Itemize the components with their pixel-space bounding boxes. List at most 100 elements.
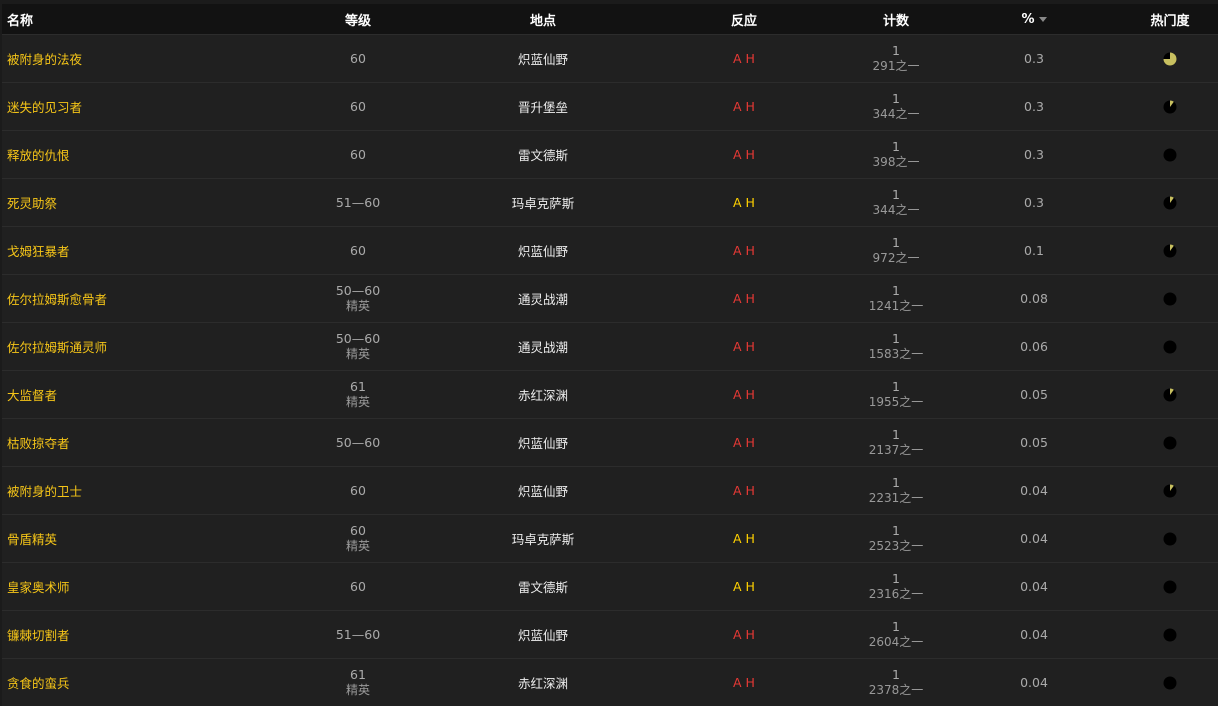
npc-name-link[interactable]: 骨盾精英 <box>2 515 272 563</box>
count: 1 <box>846 331 946 347</box>
reaction: A H <box>642 227 846 275</box>
header-pct[interactable]: % <box>946 4 1122 35</box>
npc-name-link[interactable]: 大监督者 <box>2 371 272 419</box>
header-popularity[interactable]: 热门度 <box>1122 4 1218 35</box>
count-of: 1583之一 <box>846 347 946 362</box>
npc-name-link[interactable]: 被附身的卫士 <box>2 467 272 515</box>
reaction: A H <box>642 467 846 515</box>
header-name[interactable]: 名称 <box>2 4 272 35</box>
percent: 0.04 <box>946 659 1122 706</box>
reaction: A H <box>642 515 846 563</box>
level-cell: 60 <box>272 563 444 611</box>
popularity-pie-icon <box>1163 388 1177 402</box>
header-pct-label: % <box>1021 12 1034 27</box>
location-link[interactable]: 炽蓝仙野 <box>444 419 642 467</box>
location-link[interactable]: 晋升堡垒 <box>444 83 642 131</box>
npc-table-container: 名称 等级 地点 反应 计数 % 热门度 被附身的法夜 60 炽蓝仙野 A H … <box>2 4 1218 706</box>
popularity-pie-icon <box>1163 244 1177 258</box>
location-link[interactable]: 玛卓克萨斯 <box>444 515 642 563</box>
location-link[interactable]: 炽蓝仙野 <box>444 227 642 275</box>
npc-name-link[interactable]: 贪食的蛮兵 <box>2 659 272 706</box>
level-cell: 60 <box>272 35 444 83</box>
percent: 0.3 <box>946 83 1122 131</box>
header-location[interactable]: 地点 <box>444 4 642 35</box>
popularity-pie-icon <box>1163 676 1177 690</box>
reaction: A H <box>642 35 846 83</box>
level-cell: 51—60 <box>272 179 444 227</box>
count: 1 <box>846 475 946 491</box>
npc-name-link[interactable]: 迷失的见习者 <box>2 83 272 131</box>
percent: 0.05 <box>946 419 1122 467</box>
level-cell: 60 <box>272 227 444 275</box>
header-row: 名称 等级 地点 反应 计数 % 热门度 <box>2 4 1218 35</box>
location-link[interactable]: 雷文德斯 <box>444 563 642 611</box>
location-link[interactable]: 炽蓝仙野 <box>444 467 642 515</box>
reaction: A H <box>642 323 846 371</box>
count: 1 <box>846 667 946 683</box>
npc-name-link[interactable]: 戈姆狂暴者 <box>2 227 272 275</box>
level-cell: 60 <box>272 83 444 131</box>
level-cell: 50—60 <box>272 419 444 467</box>
count-of: 344之一 <box>846 107 946 122</box>
percent: 0.04 <box>946 515 1122 563</box>
popularity-pie-icon <box>1163 340 1177 354</box>
classification: 精英 <box>272 395 444 410</box>
popularity-cell <box>1122 563 1218 611</box>
count: 1 <box>846 187 946 203</box>
location-link[interactable]: 赤红深渊 <box>444 371 642 419</box>
level: 50—60 <box>272 435 444 451</box>
location-link[interactable]: 雷文德斯 <box>444 131 642 179</box>
level: 60 <box>272 579 444 595</box>
level: 61 <box>272 667 444 683</box>
npc-name-link[interactable]: 佐尔拉姆斯愈骨者 <box>2 275 272 323</box>
location-link[interactable]: 炽蓝仙野 <box>444 611 642 659</box>
npc-name-link[interactable]: 释放的仇恨 <box>2 131 272 179</box>
location-link[interactable]: 炽蓝仙野 <box>444 35 642 83</box>
npc-name-link[interactable]: 死灵助祭 <box>2 179 272 227</box>
popularity-cell <box>1122 275 1218 323</box>
percent: 0.05 <box>946 371 1122 419</box>
popularity-pie-icon <box>1163 292 1177 306</box>
npc-name-link[interactable]: 被附身的法夜 <box>2 35 272 83</box>
reaction: A H <box>642 275 846 323</box>
npc-name-link[interactable]: 枯败掠夺者 <box>2 419 272 467</box>
location-link[interactable]: 玛卓克萨斯 <box>444 179 642 227</box>
popularity-cell <box>1122 611 1218 659</box>
header-react[interactable]: 反应 <box>642 4 846 35</box>
count: 1 <box>846 571 946 587</box>
npc-name-link[interactable]: 皇家奥术师 <box>2 563 272 611</box>
location-link[interactable]: 通灵战潮 <box>444 275 642 323</box>
percent: 0.3 <box>946 131 1122 179</box>
reaction: A H <box>642 563 846 611</box>
reaction: A H <box>642 131 846 179</box>
percent: 0.3 <box>946 179 1122 227</box>
popularity-pie-icon <box>1163 52 1177 66</box>
reaction: A H <box>642 419 846 467</box>
location-link[interactable]: 赤红深渊 <box>444 659 642 706</box>
popularity-cell <box>1122 419 1218 467</box>
popularity-cell <box>1122 83 1218 131</box>
header-level[interactable]: 等级 <box>272 4 444 35</box>
popularity-cell <box>1122 227 1218 275</box>
npc-name-link[interactable]: 佐尔拉姆斯通灵师 <box>2 323 272 371</box>
location-link[interactable]: 通灵战潮 <box>444 323 642 371</box>
count-of: 398之一 <box>846 155 946 170</box>
npc-name-link[interactable]: 镰棘切割者 <box>2 611 272 659</box>
level: 61 <box>272 379 444 395</box>
header-count[interactable]: 计数 <box>846 4 946 35</box>
count: 1 <box>846 43 946 59</box>
